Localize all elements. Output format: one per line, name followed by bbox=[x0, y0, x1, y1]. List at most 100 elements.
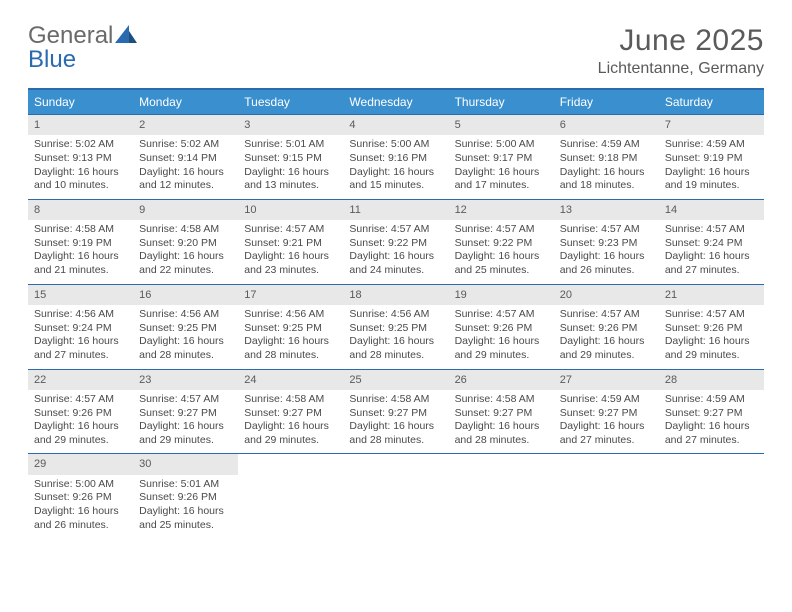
info-line: Daylight: 16 hours bbox=[349, 166, 442, 180]
day-cell: 1Sunrise: 5:02 AMSunset: 9:13 PMDaylight… bbox=[28, 114, 133, 199]
info-line: Sunset: 9:27 PM bbox=[349, 407, 442, 421]
day-cell: 3Sunrise: 5:01 AMSunset: 9:15 PMDaylight… bbox=[238, 114, 343, 199]
info-line: and 28 minutes. bbox=[349, 349, 442, 363]
info-line: Daylight: 16 hours bbox=[560, 166, 653, 180]
day-info: Sunrise: 4:56 AMSunset: 9:25 PMDaylight:… bbox=[238, 308, 343, 363]
info-line: and 29 minutes. bbox=[455, 349, 548, 363]
info-line: Sunset: 9:27 PM bbox=[244, 407, 337, 421]
day-cell: 2Sunrise: 5:02 AMSunset: 9:14 PMDaylight… bbox=[133, 114, 238, 199]
day-cell: 7Sunrise: 4:59 AMSunset: 9:19 PMDaylight… bbox=[659, 114, 764, 199]
info-line: Sunset: 9:16 PM bbox=[349, 152, 442, 166]
weekday-header: Thursday bbox=[449, 90, 554, 114]
day-number: 5 bbox=[449, 115, 554, 135]
info-line: Sunset: 9:25 PM bbox=[139, 322, 232, 336]
day-number: 23 bbox=[133, 370, 238, 390]
day-cell: 20Sunrise: 4:57 AMSunset: 9:26 PMDayligh… bbox=[554, 284, 659, 369]
day-cell: 30 Sunrise: 5:01 AMSunset: 9:26 PMDayligh… bbox=[133, 453, 238, 538]
day-info: Sunrise: 5:01 AMSunset: 9:26 PMDaylight:… bbox=[133, 478, 238, 533]
day-info: Sunrise: 4:57 AMSunset: 9:24 PMDaylight:… bbox=[659, 223, 764, 278]
day-cell: 24Sunrise: 4:58 AMSunset: 9:27 PMDayligh… bbox=[238, 369, 343, 454]
day-cell: 19Sunrise: 4:57 AMSunset: 9:26 PMDayligh… bbox=[449, 284, 554, 369]
day-info: Sunrise: 4:57 AMSunset: 9:22 PMDaylight:… bbox=[449, 223, 554, 278]
day-number: 4 bbox=[343, 115, 448, 135]
day-info: Sunrise: 4:59 AMSunset: 9:18 PMDaylight:… bbox=[554, 138, 659, 193]
info-line: Daylight: 16 hours bbox=[455, 335, 548, 349]
info-line: and 29 minutes. bbox=[560, 349, 653, 363]
info-line: Daylight: 16 hours bbox=[34, 166, 127, 180]
day-cell: 23Sunrise: 4:57 AMSunset: 9:27 PMDayligh… bbox=[133, 369, 238, 454]
day-info: Sunrise: 5:00 AMSunset: 9:17 PMDaylight:… bbox=[449, 138, 554, 193]
info-line: Daylight: 16 hours bbox=[34, 335, 127, 349]
info-line: and 27 minutes. bbox=[34, 349, 127, 363]
info-line: and 13 minutes. bbox=[244, 179, 337, 193]
day-info: Sunrise: 4:59 AMSunset: 9:27 PMDaylight:… bbox=[554, 393, 659, 448]
header: General Blue June 2025 Lichtentanne, Ger… bbox=[28, 24, 764, 78]
info-line: and 26 minutes. bbox=[34, 519, 127, 533]
info-line: Sunrise: 4:57 AM bbox=[665, 223, 758, 237]
calendar-page: General Blue June 2025 Lichtentanne, Ger… bbox=[0, 0, 792, 538]
page-title: June 2025 bbox=[598, 24, 764, 58]
info-line: and 27 minutes. bbox=[665, 264, 758, 278]
day-info: Sunrise: 4:58 AMSunset: 9:19 PMDaylight:… bbox=[28, 223, 133, 278]
info-line: Sunrise: 4:56 AM bbox=[244, 308, 337, 322]
day-cell: 11Sunrise: 4:57 AMSunset: 9:22 PMDayligh… bbox=[343, 199, 448, 284]
info-line: and 28 minutes. bbox=[244, 349, 337, 363]
info-line: Daylight: 16 hours bbox=[455, 250, 548, 264]
info-line: Sunrise: 4:59 AM bbox=[560, 138, 653, 152]
info-line: Sunrise: 4:56 AM bbox=[139, 308, 232, 322]
day-info: Sunrise: 4:57 AMSunset: 9:26 PMDaylight:… bbox=[28, 393, 133, 448]
day-info: Sunrise: 4:56 AMSunset: 9:25 PMDaylight:… bbox=[133, 308, 238, 363]
day-number: 1 bbox=[28, 115, 133, 135]
day-number: 10 bbox=[238, 200, 343, 220]
info-line: Daylight: 16 hours bbox=[244, 250, 337, 264]
info-line: Daylight: 16 hours bbox=[139, 250, 232, 264]
title-block: June 2025 Lichtentanne, Germany bbox=[598, 24, 764, 78]
day-cell: 25Sunrise: 4:58 AMSunset: 9:27 PMDayligh… bbox=[343, 369, 448, 454]
info-line: Sunset: 9:26 PM bbox=[665, 322, 758, 336]
info-line: Sunrise: 4:57 AM bbox=[349, 223, 442, 237]
day-number: 25 bbox=[343, 370, 448, 390]
day-cell: 18Sunrise: 4:56 AMSunset: 9:25 PMDayligh… bbox=[343, 284, 448, 369]
info-line: Sunset: 9:21 PM bbox=[244, 237, 337, 251]
info-line: Sunrise: 4:57 AM bbox=[34, 393, 127, 407]
location: Lichtentanne, Germany bbox=[598, 60, 764, 78]
info-line: and 24 minutes. bbox=[349, 264, 442, 278]
day-cell: 17Sunrise: 4:56 AMSunset: 9:25 PMDayligh… bbox=[238, 284, 343, 369]
info-line: Sunrise: 5:00 AM bbox=[349, 138, 442, 152]
info-line: Daylight: 16 hours bbox=[244, 420, 337, 434]
day-cell: 29Sunrise: 5:00 AMSunset: 9:26 PMDayligh… bbox=[28, 453, 133, 538]
day-info: Sunrise: 5:01 AMSunset: 9:15 PMDaylight:… bbox=[238, 138, 343, 193]
info-line: Sunset: 9:17 PM bbox=[455, 152, 548, 166]
info-line: Sunset: 9:19 PM bbox=[665, 152, 758, 166]
info-line: Sunrise: 4:57 AM bbox=[244, 223, 337, 237]
info-line: Sunset: 9:26 PM bbox=[139, 491, 232, 505]
logo: General Blue bbox=[28, 24, 137, 72]
info-line: Sunset: 9:26 PM bbox=[560, 322, 653, 336]
day-number: 30 bbox=[133, 454, 238, 474]
info-line: Daylight: 16 hours bbox=[139, 166, 232, 180]
day-cell: 8Sunrise: 4:58 AMSunset: 9:19 PMDaylight… bbox=[28, 199, 133, 284]
info-line: Sunrise: 4:57 AM bbox=[665, 308, 758, 322]
info-line: and 23 minutes. bbox=[244, 264, 337, 278]
info-line: Daylight: 16 hours bbox=[349, 335, 442, 349]
info-line: Sunrise: 4:59 AM bbox=[665, 393, 758, 407]
info-line: Daylight: 16 hours bbox=[244, 335, 337, 349]
info-line: and 26 minutes. bbox=[560, 264, 653, 278]
info-line: Sunset: 9:24 PM bbox=[34, 322, 127, 336]
day-info: Sunrise: 4:58 AMSunset: 9:20 PMDaylight:… bbox=[133, 223, 238, 278]
day-info: Sunrise: 4:57 AMSunset: 9:26 PMDaylight:… bbox=[554, 308, 659, 363]
info-line: Sunrise: 4:58 AM bbox=[34, 223, 127, 237]
info-line: Sunset: 9:13 PM bbox=[34, 152, 127, 166]
info-line: Sunrise: 4:56 AM bbox=[349, 308, 442, 322]
info-line: Daylight: 16 hours bbox=[560, 250, 653, 264]
info-line: Sunrise: 4:57 AM bbox=[455, 223, 548, 237]
info-line: and 25 minutes. bbox=[139, 519, 232, 533]
day-info: Sunrise: 4:56 AMSunset: 9:24 PMDaylight:… bbox=[28, 308, 133, 363]
info-line: Sunset: 9:27 PM bbox=[139, 407, 232, 421]
info-line: Daylight: 16 hours bbox=[34, 505, 127, 519]
info-line: Sunrise: 4:59 AM bbox=[665, 138, 758, 152]
day-cell: 12Sunrise: 4:57 AMSunset: 9:22 PMDayligh… bbox=[449, 199, 554, 284]
info-line: and 27 minutes. bbox=[560, 434, 653, 448]
day-cell: 22Sunrise: 4:57 AMSunset: 9:26 PMDayligh… bbox=[28, 369, 133, 454]
day-number: 21 bbox=[659, 285, 764, 305]
